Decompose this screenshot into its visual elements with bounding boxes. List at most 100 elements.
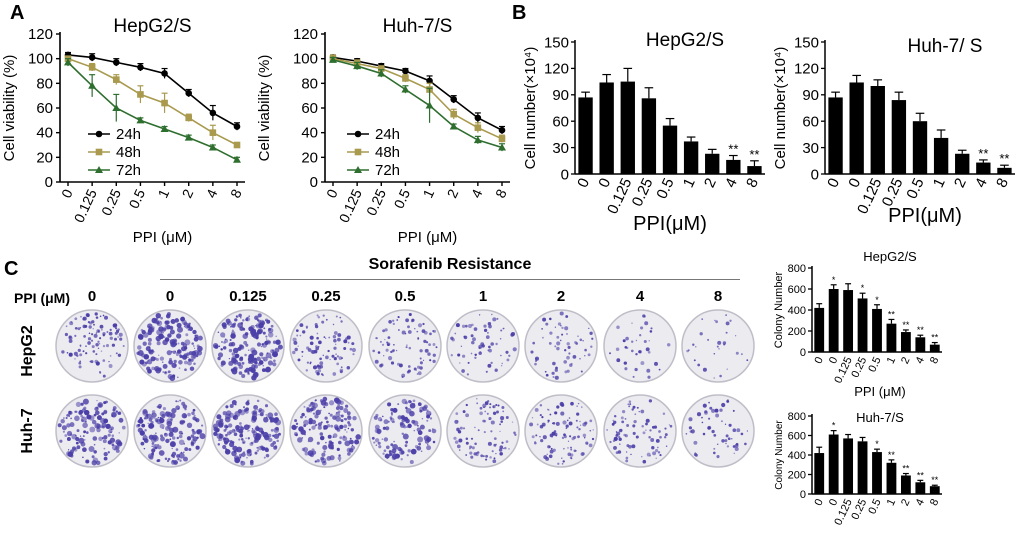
- colony-spot: [407, 330, 412, 334]
- colony-spot: [103, 456, 108, 461]
- colony-spot: [478, 351, 482, 355]
- colony-spot: [245, 437, 247, 439]
- colony-spot: [656, 446, 659, 449]
- colony-spot: [485, 370, 488, 373]
- colony-spot: [85, 352, 88, 355]
- colony-spot: [273, 433, 280, 439]
- colony-spot: [118, 417, 124, 423]
- colony-spot: [108, 361, 110, 363]
- colony-spot: [147, 422, 149, 425]
- colony-spot: [505, 350, 509, 354]
- colony-spot: [137, 345, 142, 350]
- colony-spot: [102, 439, 107, 444]
- colony-spot: [139, 417, 143, 420]
- x-tick-label: 1: [885, 355, 898, 366]
- colony-spot: [701, 416, 703, 419]
- colony-spot: [104, 315, 108, 320]
- colony-spot: [239, 422, 242, 425]
- colony-spot: [317, 365, 322, 370]
- colony-spot: [187, 360, 192, 366]
- x-tick-label: 1: [885, 497, 898, 508]
- colony-spot: [169, 329, 175, 335]
- colony-spot: [567, 447, 569, 449]
- colony-spot: [645, 347, 650, 352]
- colony-spot: [309, 362, 312, 365]
- colony-spot: [263, 417, 269, 423]
- colony-spot: [633, 419, 637, 424]
- colony-spot: [244, 332, 249, 336]
- colony-spot: [89, 426, 96, 433]
- colony-spot: [251, 410, 256, 416]
- colony-spot: [266, 319, 271, 324]
- colony-spot: [142, 435, 148, 441]
- colony-spot: [387, 336, 391, 339]
- x-tick-label: 0.25: [363, 186, 389, 218]
- colony-spot: [625, 336, 629, 341]
- colony-spot: [275, 335, 277, 338]
- colony-spot: [212, 423, 219, 430]
- colony-spot: [94, 406, 99, 412]
- colony-spot: [167, 457, 171, 461]
- colony-spot: [690, 429, 695, 434]
- colony-spot: [246, 449, 252, 454]
- colony-spot: [556, 335, 560, 339]
- colony-spot: [346, 431, 348, 433]
- colony-spot: [269, 420, 273, 423]
- colony-spot: [465, 413, 470, 418]
- colony-spot: [619, 443, 621, 445]
- colony-spot: [245, 343, 249, 347]
- colony-spot: [225, 433, 228, 437]
- colony-spot: [347, 415, 351, 419]
- colony-spot: [337, 404, 341, 408]
- colony-spot: [552, 361, 556, 366]
- colony-spot: [592, 429, 594, 431]
- colony-spot: [451, 338, 455, 342]
- colony-spot: [702, 432, 706, 436]
- colony-spot: [181, 413, 187, 419]
- colony-spot: [241, 361, 245, 365]
- colony-spot: [216, 414, 222, 420]
- colony-spot: [586, 442, 589, 445]
- colony-spot: [252, 332, 259, 339]
- colony-spot: [375, 444, 378, 446]
- colony-spot: [301, 412, 305, 417]
- colony-spot: [198, 429, 203, 433]
- colony-spot: [715, 320, 718, 324]
- colony-spot: [317, 425, 322, 430]
- colony-spot: [422, 322, 425, 326]
- colony-spot: [265, 416, 268, 419]
- colony-spot: [711, 408, 716, 413]
- data-point: [329, 55, 337, 63]
- colony-spot: [332, 372, 337, 376]
- colony-spot: [407, 369, 411, 373]
- colony-spot: [513, 431, 516, 435]
- colony-spot: [325, 441, 327, 444]
- colony-spot: [471, 323, 474, 327]
- colony-spot: [466, 373, 470, 376]
- colony-spot: [251, 375, 257, 381]
- colony-spot: [273, 359, 276, 363]
- colony-spot: [615, 431, 618, 433]
- colony-spot: [697, 363, 701, 367]
- colony-spot: [256, 446, 259, 449]
- colony-spot: [112, 406, 117, 410]
- colony-spot: [256, 356, 261, 361]
- colony-spot: [103, 435, 108, 440]
- colony-spot: [304, 416, 307, 418]
- colony-spot: [66, 437, 71, 441]
- y-tick-label: 150: [794, 34, 819, 51]
- colony-spot: [301, 437, 304, 439]
- colony-spot: [339, 436, 343, 440]
- colony-spot: [217, 352, 224, 358]
- data-point: [112, 76, 120, 83]
- chart-title: HepG2/S: [863, 249, 917, 264]
- colony-spot: [581, 406, 583, 408]
- colony-spot: [179, 459, 182, 462]
- x-tick-label: 0.125: [336, 186, 365, 225]
- colony-spot: [262, 364, 265, 367]
- data-point: [498, 143, 506, 151]
- colony-spot: [378, 445, 382, 449]
- colony-spot: [248, 429, 250, 432]
- colony-spot: [544, 370, 547, 373]
- colony-spot: [108, 428, 113, 434]
